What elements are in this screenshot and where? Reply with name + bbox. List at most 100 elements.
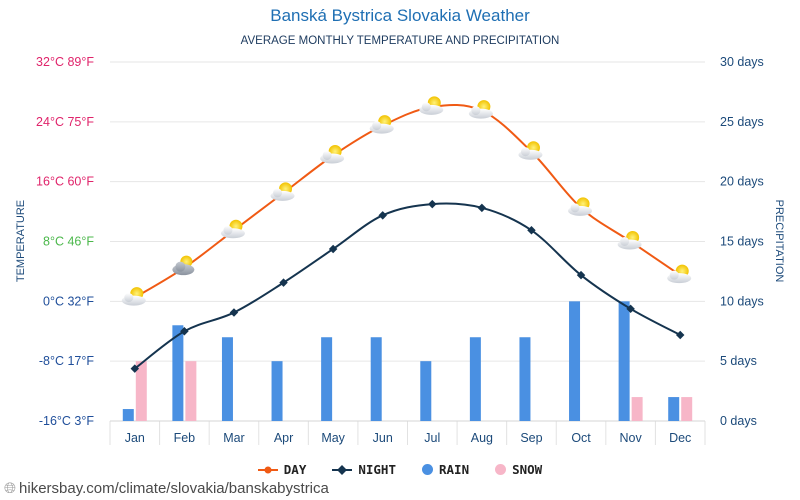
snow-bar [135, 361, 147, 421]
globe-icon: 🌐︎ [4, 480, 17, 497]
month-label: May [321, 431, 345, 445]
legend-snow-marker [495, 464, 507, 475]
legend-item-day[interactable]: DAY [257, 462, 307, 477]
left-tick-label: -16°C 3°F [39, 414, 95, 428]
legend-item-snow[interactable]: SNOW [495, 462, 542, 477]
night-line [134, 202, 681, 370]
temperature-lines [130, 103, 685, 373]
source-link[interactable]: 🌐︎ hikersbay.com/climate/slovakia/banskab… [4, 480, 329, 497]
right-axis-title: PRECIPITATION [773, 200, 785, 283]
right-tick-label: 15 days [720, 235, 764, 249]
partly-cloudy-icon [568, 197, 593, 216]
cloud-puff [372, 121, 382, 131]
legend-item-rain[interactable]: RAIN [422, 462, 469, 477]
night-point [675, 330, 685, 340]
partly-cloudy-icon [468, 100, 493, 119]
cloud-puff [223, 225, 233, 235]
cloud-puff [520, 147, 530, 157]
rain-bar [618, 301, 630, 421]
month-label: Mar [223, 431, 245, 445]
rain-bar [370, 337, 382, 421]
night-point [130, 364, 140, 373]
partly-cloudy-icon [617, 231, 642, 250]
right-tick-label: 25 days [720, 115, 764, 129]
month-label: Sep [520, 431, 542, 445]
month-label: Feb [174, 431, 196, 445]
cloud-puff [124, 293, 134, 303]
month-label: Aug [471, 431, 493, 445]
left-tick-label: 32°C 89°F [36, 55, 94, 69]
cloud-puff [273, 188, 283, 198]
night-point [477, 203, 487, 213]
month-label: Jan [125, 431, 145, 445]
night-point [626, 304, 635, 314]
cloud-icon [172, 255, 195, 276]
chart-subtitle: AVERAGE MONTHLY TEMPERATURE AND PRECIPIT… [240, 35, 560, 47]
rain-bar [172, 325, 184, 421]
legend-label-rain: RAIN [439, 462, 470, 477]
month-label: Nov [620, 431, 643, 445]
partly-cloudy-icon [220, 219, 245, 239]
cloud-puff [669, 270, 679, 280]
left-tick-label: -8°C 17°F [39, 354, 95, 368]
night-point [428, 199, 437, 209]
left-tick-label: 16°C 60°F [36, 175, 94, 189]
right-tick-label: 5 days [720, 354, 757, 368]
left-tick-label: 24°C 75°F [36, 115, 94, 129]
month-label: Jun [373, 431, 393, 445]
cloud-puff [421, 102, 431, 112]
rain-bar [420, 361, 432, 421]
partly-cloudy-icon [369, 115, 394, 134]
right-tick-label: 10 days [720, 294, 764, 308]
chart-legend: DAY NIGHT RAIN SNOW [0, 462, 800, 477]
night-point [328, 244, 338, 254]
rain-bar [271, 361, 283, 421]
partly-cloudy-icon [320, 144, 345, 164]
legend-label-snow: SNOW [512, 462, 543, 477]
legend-item-night[interactable]: NIGHT [332, 462, 396, 477]
night-point [229, 308, 239, 317]
partly-cloudy-icon [121, 287, 146, 306]
rain-bar [668, 397, 680, 421]
month-label: Apr [274, 431, 293, 445]
day-line [134, 103, 681, 299]
partly-cloudy-icon [667, 264, 692, 284]
right-tick-label: 30 days [720, 55, 764, 69]
legend-night-marker [332, 464, 353, 475]
snow-bar [681, 397, 693, 421]
rain-bar [321, 337, 333, 421]
rain-bar [469, 337, 481, 421]
left-axis-title: TEMPERATURE [15, 200, 27, 282]
cloud-puff [620, 237, 630, 246]
night-point [378, 211, 387, 220]
rain-bar [569, 301, 581, 421]
cloud-puff [570, 203, 580, 213]
night-point [180, 327, 189, 336]
grid-lines [109, 61, 706, 445]
legend-label-day: DAY [283, 462, 307, 477]
weather-icons [121, 96, 692, 306]
night-point [279, 278, 288, 287]
night-point [576, 270, 586, 280]
rain-bar [519, 337, 531, 421]
snow-bar [185, 361, 197, 421]
month-label: Dec [669, 431, 691, 445]
axes: 32°C 89°F 24°C 75°F 16°C 60°F 8°C 46°F 0°C 3… [15, 55, 785, 445]
rain-bar [221, 337, 233, 421]
rain-bar [122, 409, 134, 421]
legend-rain-marker [422, 464, 433, 475]
cloud-puff [322, 150, 332, 160]
partly-cloudy-icon [270, 182, 295, 201]
partly-cloudy-icon [518, 141, 543, 160]
cloud-puff [471, 106, 481, 116]
right-tick-label: 0 days [720, 414, 757, 428]
legend-label-night: NIGHT [358, 462, 396, 477]
legend-day-marker [257, 466, 278, 473]
month-label: Jul [424, 431, 440, 445]
partly-cloudy-icon [419, 96, 444, 115]
left-tick-label: 8°C 46°F [43, 235, 94, 249]
month-label: Oct [571, 431, 591, 445]
source-url: hikersbay.com/climate/slovakia/banskabys… [19, 480, 329, 497]
cloud-puff [175, 261, 186, 272]
